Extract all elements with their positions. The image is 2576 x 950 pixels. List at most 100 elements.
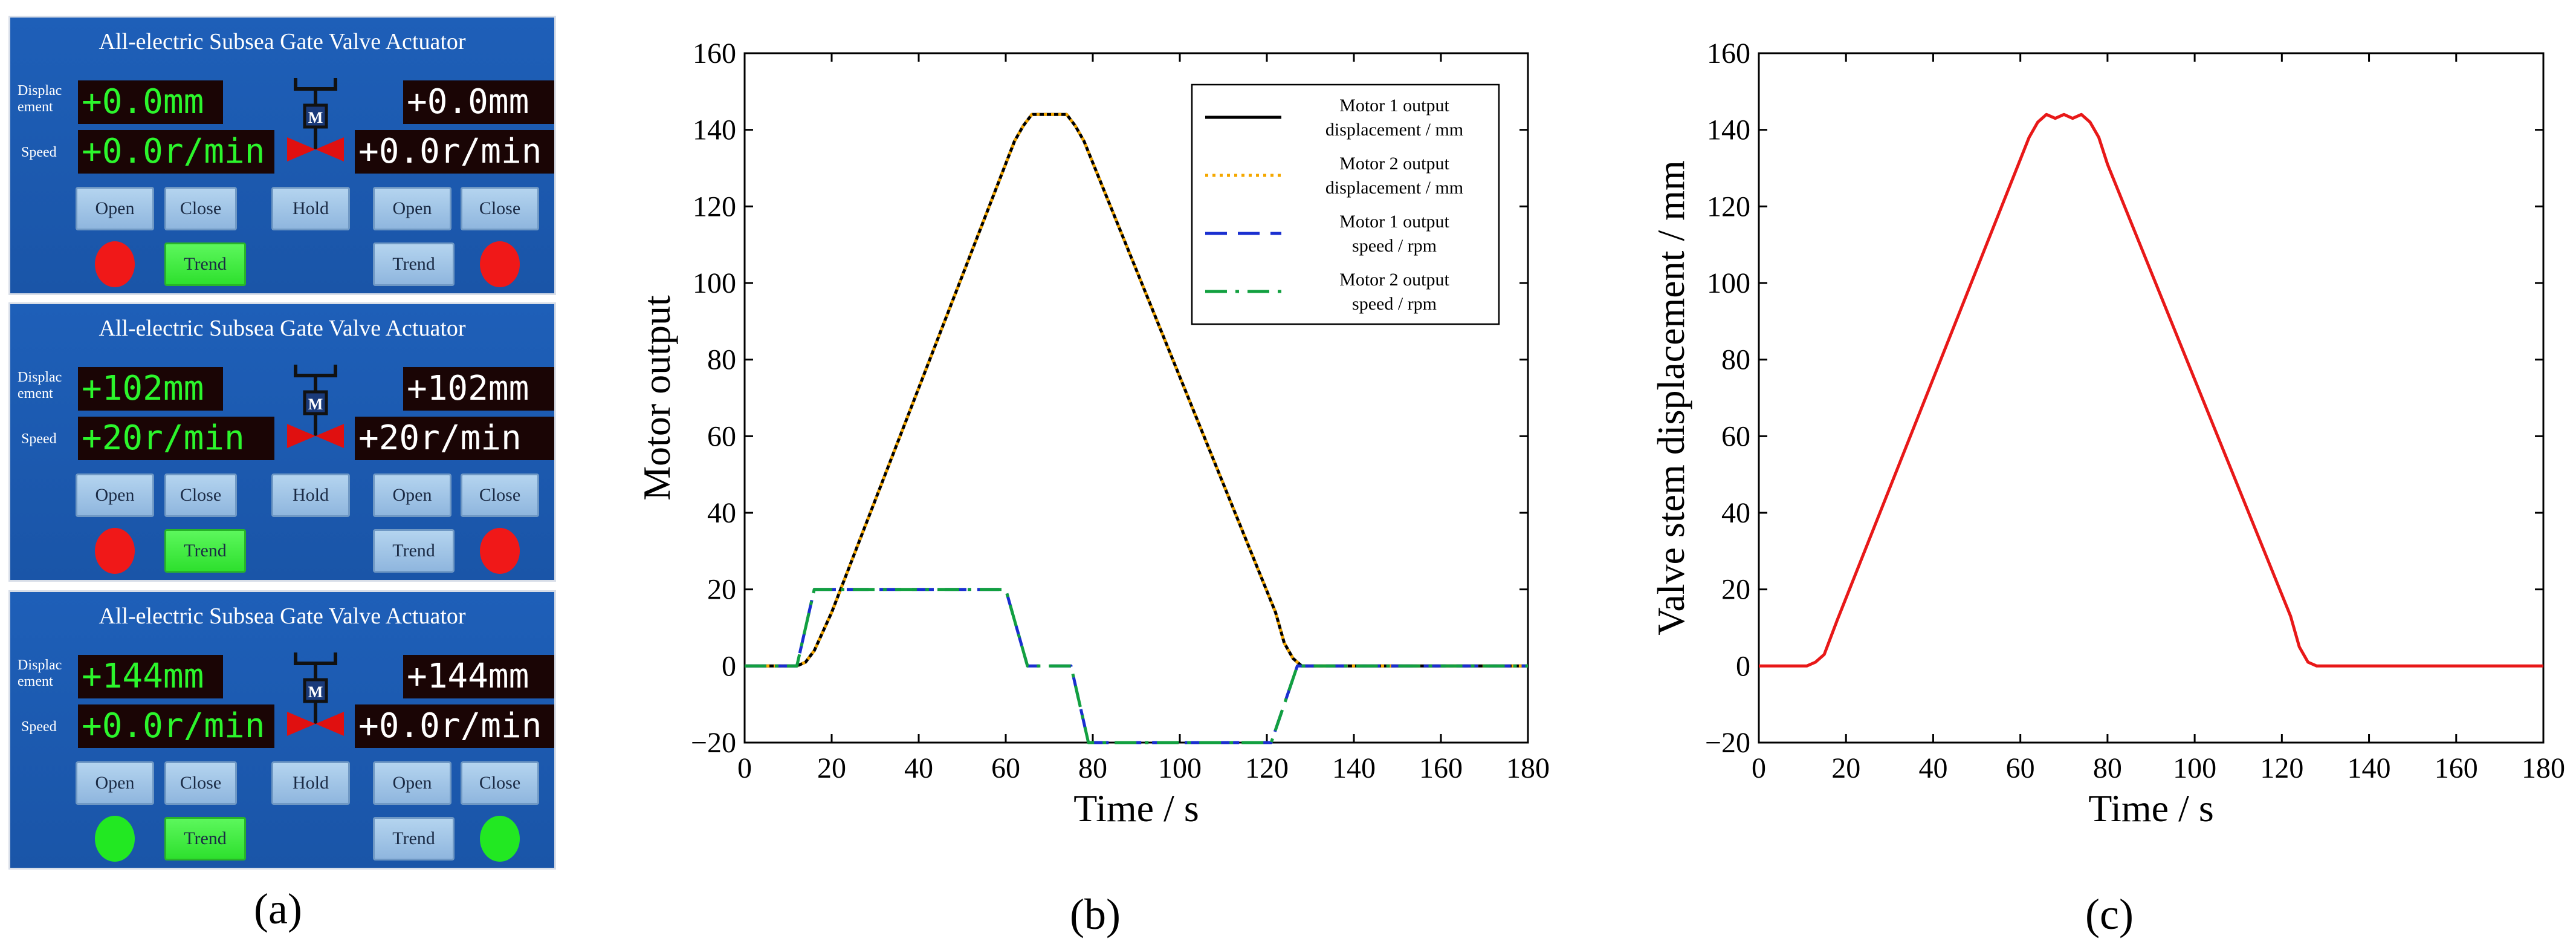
motor2-speed-readout: +0.0r/min xyxy=(355,704,554,748)
hmi-panel-3: All-electric Subsea Gate Valve Actuator … xyxy=(8,590,556,870)
speed-label: Speed xyxy=(21,145,57,160)
motor2-displacement-readout: +102mm xyxy=(403,367,554,411)
legend-label-2: displacement / mm xyxy=(1325,178,1463,198)
motor2-speed-readout: +0.0r/min xyxy=(355,130,554,174)
trend-left-button[interactable]: Trend xyxy=(164,242,246,286)
y-tick-label: 120 xyxy=(693,190,736,223)
trend-right-button[interactable]: Trend xyxy=(373,817,455,861)
y-tick-label: 0 xyxy=(722,650,736,682)
x-tick-label: 60 xyxy=(2006,752,2035,784)
open-right-button[interactable]: Open xyxy=(373,473,451,517)
x-tick-label: 60 xyxy=(991,752,1020,784)
open-left-button[interactable]: Open xyxy=(76,473,154,517)
close-left-button[interactable]: Close xyxy=(164,473,237,517)
open-right-button[interactable]: Open xyxy=(373,761,451,805)
gate-valve-icon: M xyxy=(287,652,344,736)
motor2-speed-readout: +20r/min xyxy=(355,417,554,460)
caption-c: (c) xyxy=(2085,890,2134,939)
open-right-button[interactable]: Open xyxy=(373,187,451,230)
y-tick-label: 100 xyxy=(1707,267,1750,299)
y-tick-label: 140 xyxy=(1707,114,1750,146)
hold-button[interactable]: Hold xyxy=(271,187,350,230)
svg-text:M: M xyxy=(308,683,323,701)
close-left-button[interactable]: Close xyxy=(164,187,237,230)
close-right-button[interactable]: Close xyxy=(461,187,539,230)
y-tick-label: 120 xyxy=(1707,190,1750,223)
legend-label-1: displacement / mm xyxy=(1325,120,1463,140)
x-tick-label: 0 xyxy=(737,752,752,784)
x-tick-label: 80 xyxy=(1078,752,1107,784)
y-tick-label: 60 xyxy=(707,420,736,452)
motor2-displacement-readout: +144mm xyxy=(403,655,554,698)
legend-label-3: Motor 1 output xyxy=(1339,212,1449,232)
x-tick-label: 160 xyxy=(2435,752,2478,784)
legend-label-1: Motor 1 output xyxy=(1339,96,1449,115)
trend-right-button[interactable]: Trend xyxy=(373,242,455,286)
motor1-speed-readout: +0.0r/min xyxy=(78,704,274,748)
open-left-button[interactable]: Open xyxy=(76,761,154,805)
x-tick-label: 160 xyxy=(1419,752,1463,784)
y-tick-label: −20 xyxy=(691,727,736,759)
svg-text:M: M xyxy=(308,395,323,413)
y-tick-label: 140 xyxy=(693,114,736,146)
series-line-b-4 xyxy=(745,588,1528,744)
close-right-button[interactable]: Close xyxy=(461,473,539,517)
hold-button[interactable]: Hold xyxy=(271,473,350,517)
x-tick-label: 100 xyxy=(1158,752,1202,784)
x-tick-label: 100 xyxy=(2173,752,2216,784)
speed-label: Speed xyxy=(21,719,57,735)
status-lamp-left xyxy=(95,816,135,862)
motor1-displacement-readout: +102mm xyxy=(78,367,223,411)
hmi-panel-2: All-electric Subsea Gate Valve Actuator … xyxy=(8,302,556,582)
y-tick-label: 40 xyxy=(707,497,736,529)
y-tick-label: 80 xyxy=(1721,344,1750,376)
y-axis-label: Motor output xyxy=(635,295,678,501)
close-right-button[interactable]: Close xyxy=(461,761,539,805)
x-tick-label: 40 xyxy=(904,752,933,784)
caption-a: (a) xyxy=(254,885,302,933)
x-tick-label: 120 xyxy=(1245,752,1289,784)
close-left-button[interactable]: Close xyxy=(164,761,237,805)
y-tick-label: −20 xyxy=(1705,727,1750,759)
x-tick-label: 120 xyxy=(2260,752,2303,784)
legend-label-3: speed / rpm xyxy=(1352,236,1437,256)
motor1-speed-readout: +20r/min xyxy=(78,417,274,460)
motor2-displacement-readout: +0.0mm xyxy=(403,80,554,124)
trend-left-button[interactable]: Trend xyxy=(164,817,246,861)
x-tick-label: 80 xyxy=(2093,752,2122,784)
x-tick-label: 180 xyxy=(2522,752,2565,784)
y-tick-label: 60 xyxy=(1721,420,1750,452)
plot-frame-1 xyxy=(1758,52,2545,744)
y-axis-label: Valve stem displacement / mm xyxy=(1649,160,1692,636)
displacement-label: Displac ement xyxy=(18,83,62,115)
legend-label-4: speed / rpm xyxy=(1352,294,1437,314)
trend-right-button[interactable]: Trend xyxy=(373,529,455,573)
caption-b: (b) xyxy=(1070,890,1121,939)
x-tick-label: 140 xyxy=(2348,752,2391,784)
x-axis-label: Time / s xyxy=(1073,787,1199,830)
y-tick-label: 160 xyxy=(693,37,736,70)
x-tick-label: 20 xyxy=(1831,752,1860,784)
y-tick-label: 20 xyxy=(1721,574,1750,606)
gate-valve-icon: M xyxy=(287,78,344,161)
open-left-button[interactable]: Open xyxy=(76,187,154,230)
y-tick-label: 20 xyxy=(707,574,736,606)
displacement-label: Displac ement xyxy=(18,657,62,689)
panel-title: All-electric Subsea Gate Valve Actuator xyxy=(99,29,466,54)
hold-button[interactable]: Hold xyxy=(271,761,350,805)
y-tick-label: 0 xyxy=(1736,650,1750,682)
legend-box xyxy=(1191,83,1500,325)
motor1-speed-readout: +0.0r/min xyxy=(78,130,274,174)
panel-title: All-electric Subsea Gate Valve Actuator xyxy=(99,604,466,629)
gate-valve-icon: M xyxy=(287,365,344,448)
x-tick-label: 40 xyxy=(1918,752,1947,784)
x-axis-label: Time / s xyxy=(2088,787,2214,830)
series-line-b-2 xyxy=(745,112,1528,668)
status-lamp-right xyxy=(480,816,520,862)
trend-left-button[interactable]: Trend xyxy=(164,529,246,573)
hmi-panel-1: All-electric Subsea Gate Valve Actuator … xyxy=(8,16,556,295)
x-tick-label: 20 xyxy=(817,752,846,784)
panel-title: All-electric Subsea Gate Valve Actuator xyxy=(99,316,466,341)
legend-label-4: Motor 2 output xyxy=(1339,270,1449,290)
